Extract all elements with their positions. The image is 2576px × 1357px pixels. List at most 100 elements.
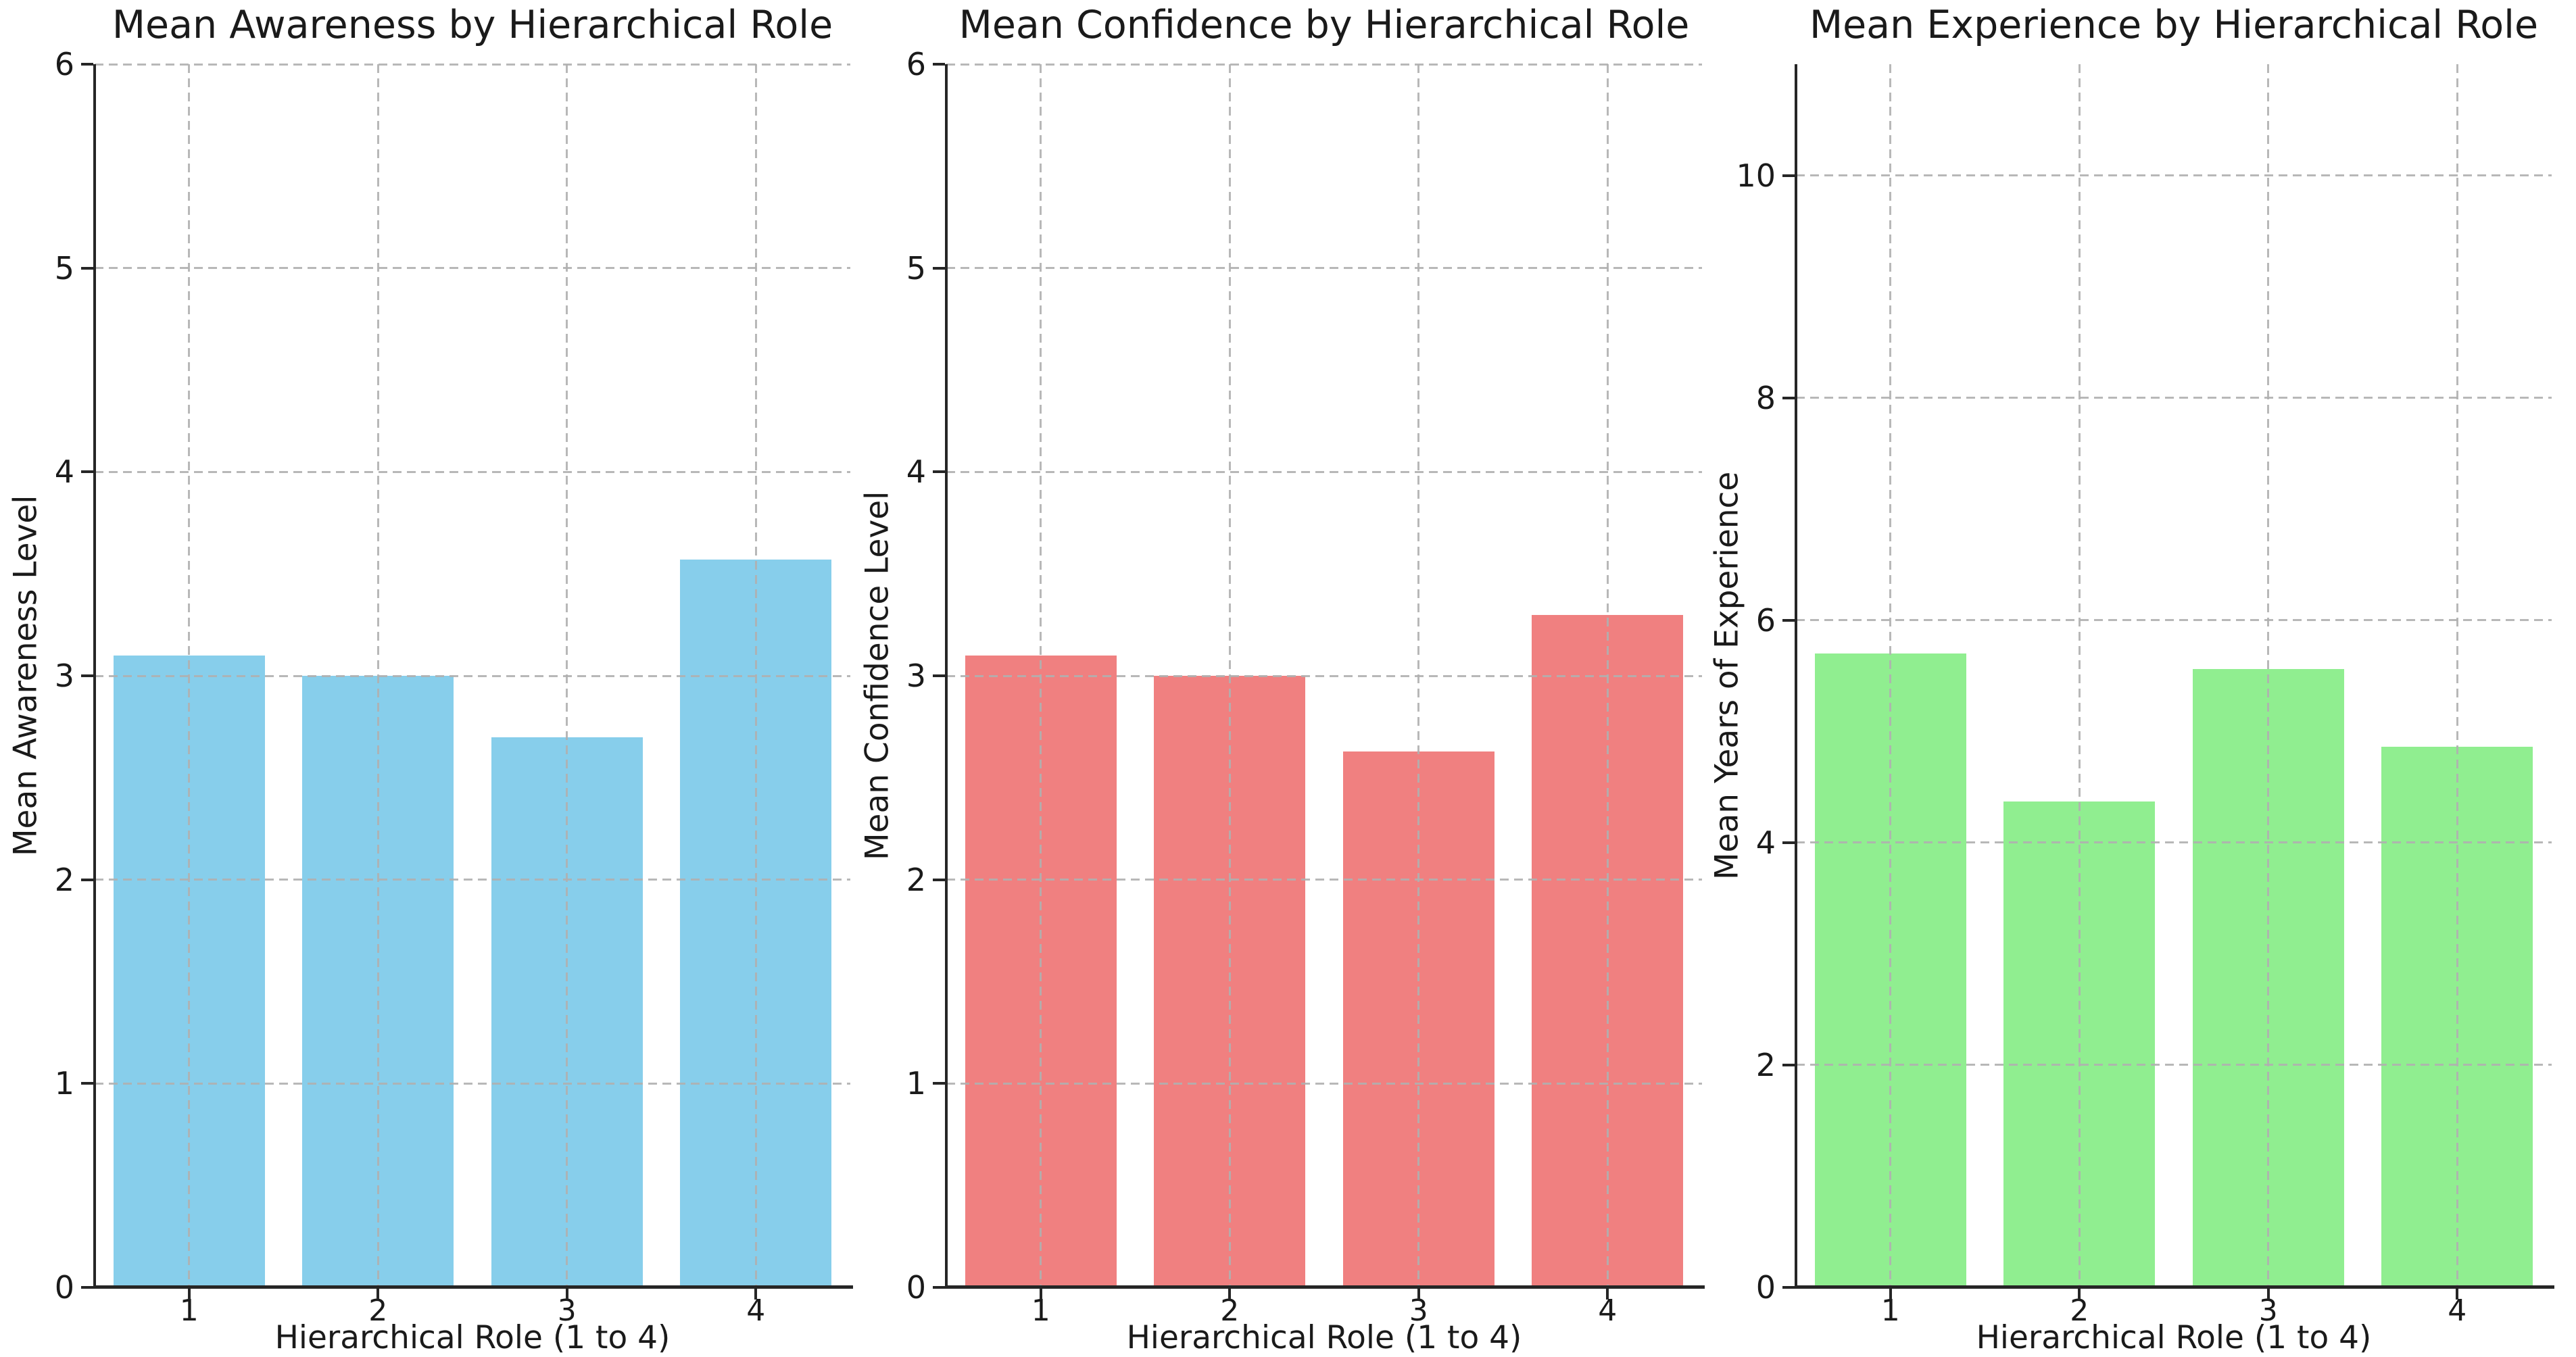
h-gridline-y6 xyxy=(946,63,1702,66)
y-tick-label-1: 1 xyxy=(54,1065,74,1102)
y-tick-mark-0 xyxy=(1782,1286,1795,1289)
x-tick-label-4: 4 xyxy=(2448,1293,2467,1328)
y-tick-label-4: 4 xyxy=(906,453,926,491)
x-tick-mark-1 xyxy=(187,1289,191,1300)
h-gridline-y5 xyxy=(946,267,1702,270)
v-gridline-role-1 xyxy=(1889,64,1892,1287)
y-tick-mark-4 xyxy=(933,470,945,474)
x-tick-mark-4 xyxy=(754,1289,758,1300)
y-tick-label-10: 10 xyxy=(1736,157,1776,194)
h-gridline-y3 xyxy=(95,674,850,677)
confidence-x-axis-label: Hierarchical Role (1 to 4) xyxy=(1126,1319,1522,1356)
x-tick-label-4: 4 xyxy=(1598,1293,1618,1328)
x-axis-spine xyxy=(945,1285,1705,1289)
y-tick-label-1: 1 xyxy=(906,1065,926,1102)
y-tick-mark-6 xyxy=(1782,618,1795,622)
v-gridline-role-3 xyxy=(2267,64,2270,1287)
y-tick-mark-6 xyxy=(933,63,945,66)
y-tick-mark-2 xyxy=(1782,1063,1795,1066)
y-tick-mark-1 xyxy=(933,1082,945,1085)
h-gridline-y10 xyxy=(1796,174,2552,177)
h-gridline-y2 xyxy=(946,879,1702,881)
awareness-x-axis-label: Hierarchical Role (1 to 4) xyxy=(274,1319,671,1356)
y-tick-label-6: 6 xyxy=(54,46,74,82)
v-gridline-role-3 xyxy=(566,64,568,1287)
x-axis-spine xyxy=(93,1285,853,1289)
y-tick-mark-1 xyxy=(81,1082,93,1085)
confidence-plot-area: 0 1 2 3 4 5 6 1 2 3 4 xyxy=(906,46,1705,1327)
x-tick-label-4: 4 xyxy=(746,1293,766,1328)
h-gridline-y4 xyxy=(95,470,850,473)
y-tick-label-3: 3 xyxy=(54,658,74,694)
y-tick-label-5: 5 xyxy=(906,249,926,287)
x-axis-spine xyxy=(1795,1285,2554,1289)
x-tick-label-2: 2 xyxy=(1220,1293,1240,1328)
h-gridline-y5 xyxy=(95,267,850,270)
y-tick-label-6: 6 xyxy=(1755,601,1776,639)
experience-plot-area: 0 2 4 6 8 10 1 2 3 4 xyxy=(1736,64,2554,1327)
y-tick-mark-2 xyxy=(933,878,945,881)
y-tick-mark-0 xyxy=(933,1286,945,1289)
y-tick-label-2: 2 xyxy=(54,861,74,898)
v-gridline-role-4 xyxy=(2456,64,2458,1287)
y-tick-label-2: 2 xyxy=(1755,1046,1776,1083)
y-tick-label-0: 0 xyxy=(54,1269,74,1306)
x-tick-label-1: 1 xyxy=(1031,1293,1050,1328)
y-axis-spine xyxy=(945,64,948,1287)
y-tick-mark-5 xyxy=(81,266,93,270)
awareness-chart-title: Mean Awareness by Hierarchical Role xyxy=(112,3,833,47)
y-axis-spine xyxy=(93,64,96,1287)
x-tick-mark-2 xyxy=(376,1289,380,1300)
y-tick-mark-4 xyxy=(81,470,93,474)
y-tick-mark-0 xyxy=(81,1286,93,1289)
y-tick-mark-8 xyxy=(1782,396,1795,399)
y-tick-label-4: 4 xyxy=(1755,824,1776,861)
y-tick-label-6: 6 xyxy=(906,46,926,82)
experience-y-axis-label: Mean Years of Experience xyxy=(1708,471,1746,881)
h-gridline-y1 xyxy=(95,1082,850,1085)
y-tick-label-8: 8 xyxy=(1755,379,1776,416)
y-tick-mark-2 xyxy=(81,878,93,881)
x-tick-mark-3 xyxy=(1417,1289,1420,1300)
y-tick-label-3: 3 xyxy=(906,658,926,694)
h-gridline-y6 xyxy=(95,63,850,66)
y-tick-label-0: 0 xyxy=(1755,1269,1776,1306)
x-tick-label-3: 3 xyxy=(1409,1293,1428,1328)
x-tick-label-1: 1 xyxy=(1880,1293,1900,1328)
x-tick-mark-1 xyxy=(1889,1289,1892,1300)
confidence-chart-title: Mean Confidence by Hierarchical Role xyxy=(958,3,1690,47)
y-tick-mark-10 xyxy=(1782,174,1795,177)
awareness-plot-area: 0 1 2 3 4 5 6 1 2 3 4 xyxy=(55,46,853,1327)
h-gridline-y1 xyxy=(946,1082,1702,1085)
x-tick-mark-4 xyxy=(1606,1289,1609,1300)
x-tick-mark-4 xyxy=(2456,1289,2459,1300)
x-tick-label-3: 3 xyxy=(557,1293,577,1328)
h-gridline-y6 xyxy=(1796,619,2552,622)
v-gridline-role-3 xyxy=(1417,64,1420,1287)
y-axis-spine xyxy=(1795,64,1797,1287)
h-gridline-y4 xyxy=(1796,841,2552,844)
v-gridline-role-2 xyxy=(1228,64,1231,1287)
x-tick-mark-2 xyxy=(2078,1289,2081,1300)
x-tick-label-2: 2 xyxy=(2070,1293,2089,1328)
y-tick-mark-3 xyxy=(933,674,945,677)
experience-chart-title: Mean Experience by Hierarchical Role xyxy=(1809,3,2539,47)
y-tick-label-4: 4 xyxy=(54,453,74,491)
y-tick-label-0: 0 xyxy=(906,1269,926,1306)
h-gridline-y8 xyxy=(1796,397,2552,399)
v-gridline-role-4 xyxy=(754,64,757,1287)
v-gridline-role-1 xyxy=(188,64,191,1287)
y-tick-label-5: 5 xyxy=(54,249,74,287)
v-gridline-role-2 xyxy=(2078,64,2081,1287)
h-gridline-y2 xyxy=(95,879,850,881)
experience-x-axis-label: Hierarchical Role (1 to 4) xyxy=(1976,1319,2372,1356)
x-tick-mark-3 xyxy=(2266,1289,2270,1300)
y-tick-mark-3 xyxy=(81,674,93,677)
v-gridline-role-4 xyxy=(1606,64,1609,1287)
x-tick-mark-1 xyxy=(1039,1289,1042,1300)
v-gridline-role-2 xyxy=(376,64,379,1287)
x-tick-mark-2 xyxy=(1228,1289,1232,1300)
